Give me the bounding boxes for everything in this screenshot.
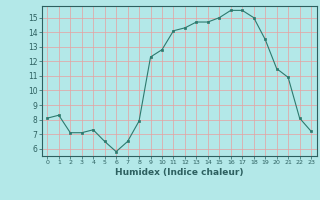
X-axis label: Humidex (Indice chaleur): Humidex (Indice chaleur) xyxy=(115,168,244,177)
